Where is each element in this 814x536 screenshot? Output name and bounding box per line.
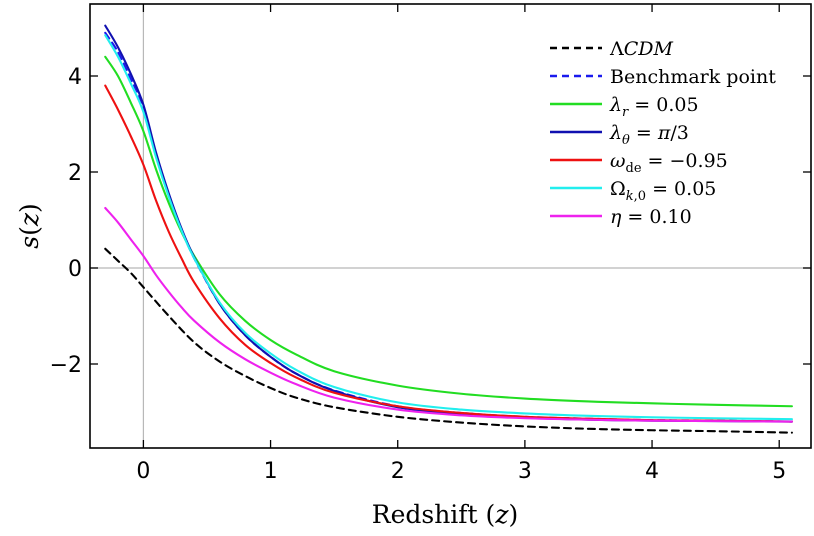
series-line-6 <box>104 206 793 423</box>
x-tick-label: 3 <box>518 459 532 484</box>
y-tick-label: 2 <box>68 161 82 186</box>
x-axis-title: Redshift (z) <box>372 500 519 529</box>
legend-label-lambda-r: λr = 0.05 <box>609 94 699 120</box>
legend-label-benchmark: Benchmark point <box>610 66 776 88</box>
plot-frame <box>89 3 812 449</box>
legend-item-omega-k0: Ωk,0 = 0.05 <box>550 178 716 204</box>
x-tick-label: 2 <box>391 459 405 484</box>
series-line-0 <box>104 247 793 434</box>
x-tick-label: 5 <box>772 459 786 484</box>
series-line-2 <box>104 55 793 408</box>
legend-label-eta: η = 0.10 <box>610 206 692 228</box>
x-tick-label: 4 <box>645 459 659 484</box>
y-tick-label: 0 <box>68 257 82 282</box>
series-layer <box>104 24 793 434</box>
legend-item-lambda-theta: λθ = π/3 <box>550 122 689 148</box>
x-tick-label: 1 <box>264 459 278 484</box>
legend: ΛCDM Benchmark point λr = 0.05 λθ = π/3 … <box>550 38 776 228</box>
series-line-5 <box>104 34 793 421</box>
legend-label-omega-de: ωde = −0.95 <box>610 150 728 176</box>
legend-item-eta: η = 0.10 <box>550 206 692 228</box>
legend-label-lambda-theta: λθ = π/3 <box>609 122 689 148</box>
y-tick-label: 4 <box>68 65 82 90</box>
legend-item-omega-de: ωde = −0.95 <box>550 150 728 176</box>
y-axis-title: s(z) <box>15 203 44 249</box>
legend-label-omega-k0: Ωk,0 = 0.05 <box>610 178 716 204</box>
x-tick-label: 0 <box>136 459 150 484</box>
legend-item-lcdm: ΛCDM <box>550 38 674 60</box>
y-axis-ticks: −2 0 2 4 <box>50 65 811 378</box>
y-tick-label: −2 <box>50 353 82 378</box>
zero-lines <box>90 4 811 448</box>
legend-label-lcdm: ΛCDM <box>609 38 674 60</box>
x-axis-ticks: 0 1 2 3 4 5 <box>136 4 786 484</box>
legend-item-benchmark: Benchmark point <box>550 66 776 88</box>
legend-item-lambda-r: λr = 0.05 <box>550 94 699 120</box>
